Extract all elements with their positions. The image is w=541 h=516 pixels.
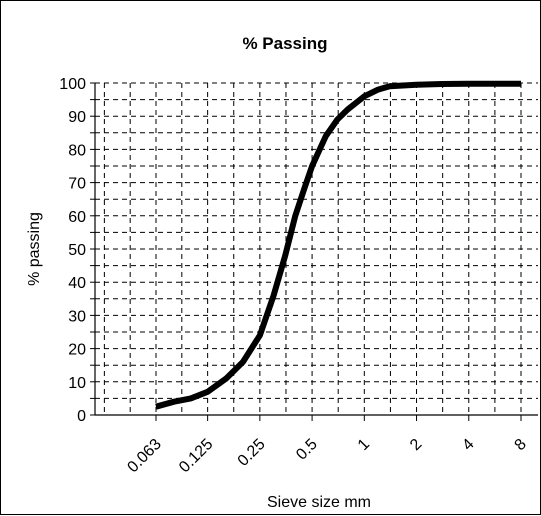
x-tick-label: 1 bbox=[355, 436, 373, 454]
grid-layer bbox=[95, 82, 538, 415]
y-tick-label: 40 bbox=[68, 275, 86, 292]
x-tick-labels: 0.063 0.125 0.25 0.5 1 2 4 8 bbox=[124, 436, 529, 476]
x-tick-label: 0.25 bbox=[235, 436, 269, 470]
x-axis-title: Sieve size mm bbox=[267, 494, 371, 511]
axes-layer bbox=[90, 82, 538, 421]
chart-title: % Passing bbox=[242, 34, 327, 53]
y-axis-title: % passing bbox=[26, 212, 43, 286]
y-tick-label: 30 bbox=[68, 308, 86, 325]
y-tick-label: 50 bbox=[68, 242, 86, 259]
y-tick-label: 90 bbox=[68, 109, 86, 126]
x-tick-label: 0.5 bbox=[293, 436, 321, 464]
passing-curve bbox=[155, 80, 521, 410]
y-tick-label: 60 bbox=[68, 209, 86, 226]
y-tick-label: 100 bbox=[59, 76, 86, 93]
y-tick-label: 80 bbox=[68, 142, 86, 159]
y-tick-label: 20 bbox=[68, 342, 86, 359]
y-tick-label: 10 bbox=[68, 375, 86, 392]
x-tick-label: 2 bbox=[407, 436, 425, 454]
x-tick-label: 0.063 bbox=[124, 436, 164, 476]
y-tick-label: 0 bbox=[77, 408, 86, 425]
x-tick-label: 8 bbox=[512, 436, 530, 454]
y-tick-labels: 0 10 20 30 40 50 60 70 80 90 100 bbox=[59, 76, 86, 425]
x-tick-label: 4 bbox=[459, 436, 477, 454]
series-layer bbox=[155, 80, 521, 410]
x-tick-label: 0.125 bbox=[176, 436, 216, 476]
y-tick-label: 70 bbox=[68, 176, 86, 193]
